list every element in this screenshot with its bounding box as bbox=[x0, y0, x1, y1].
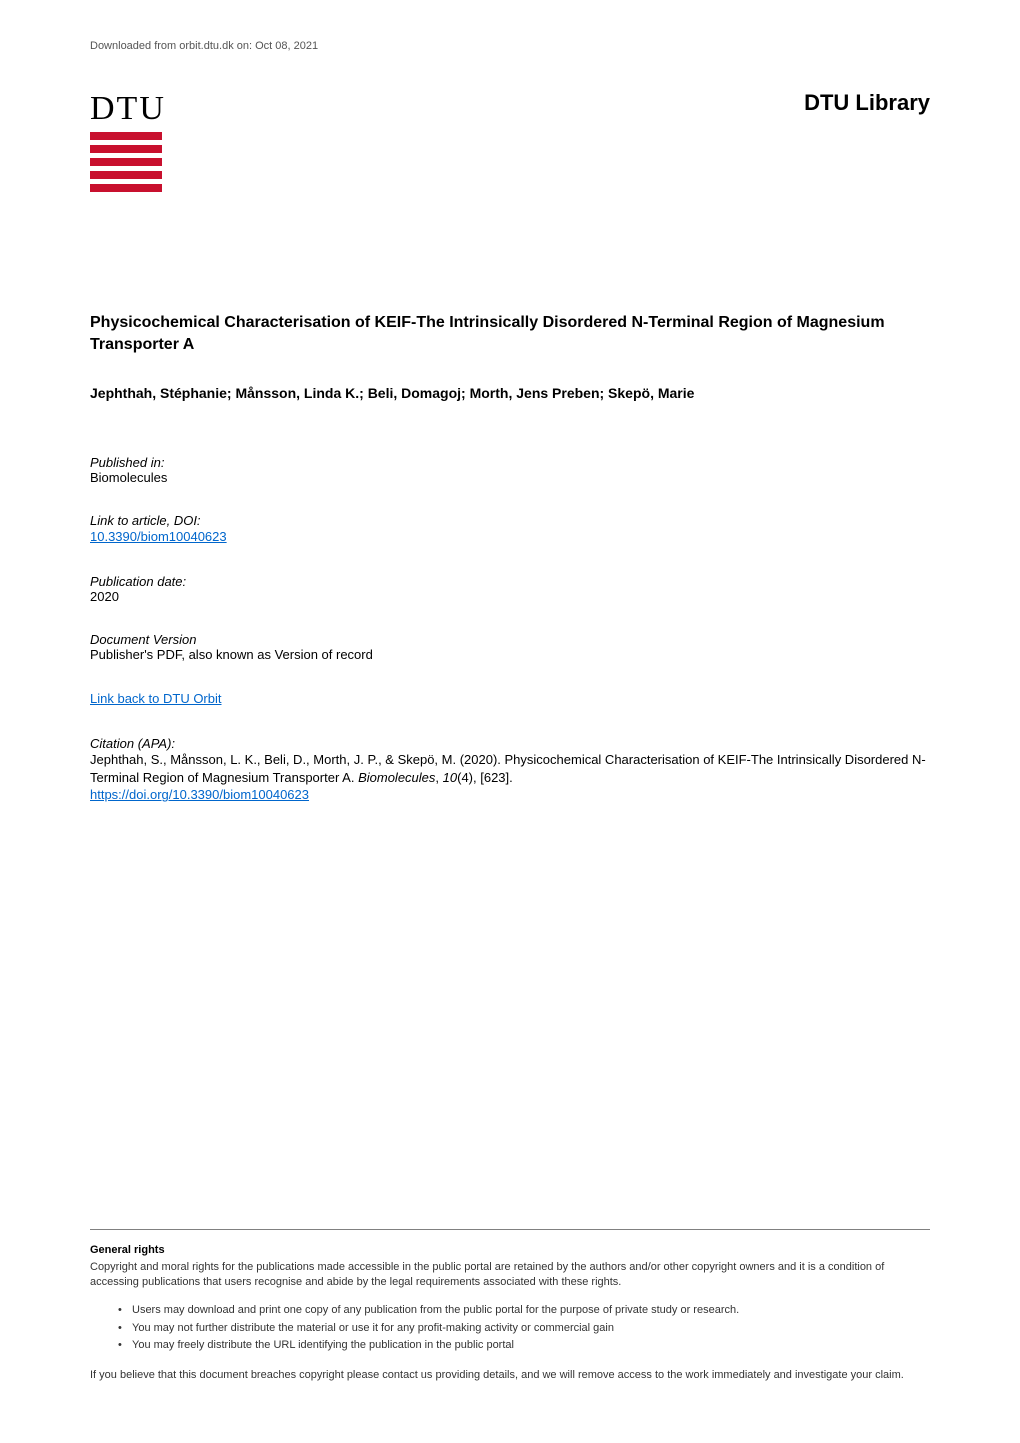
rights-list: Users may download and print one copy of… bbox=[118, 1302, 930, 1353]
dtu-stripes-icon bbox=[90, 132, 180, 192]
citation-volume: 10 bbox=[443, 770, 457, 785]
rights-divider bbox=[90, 1229, 930, 1230]
pubdate-value: 2020 bbox=[90, 589, 930, 604]
docversion-value: Publisher's PDF, also known as Version o… bbox=[90, 647, 930, 662]
citation-block: Citation (APA): Jephthah, S., Månsson, L… bbox=[90, 736, 930, 804]
rights-bullet: You may not further distribute the mater… bbox=[118, 1320, 930, 1337]
citation-journal: Biomolecules bbox=[358, 770, 435, 785]
pubdate-label: Publication date: bbox=[90, 574, 930, 589]
download-line: Downloaded from orbit.dtu.dk on: Oct 08,… bbox=[90, 40, 930, 52]
citation-text: Jephthah, S., Månsson, L. K., Beli, D., … bbox=[90, 751, 930, 804]
doi-link[interactable]: 10.3390/biom10040623 bbox=[90, 529, 227, 544]
docversion-block: Document Version Publisher's PDF, also k… bbox=[90, 632, 930, 662]
citation-url[interactable]: https://doi.org/10.3390/biom10040623 bbox=[90, 787, 309, 802]
rights-bullet: You may freely distribute the URL identi… bbox=[118, 1337, 930, 1354]
published-in-block: Published in: Biomolecules bbox=[90, 455, 930, 485]
rights-footer: If you believe that this document breach… bbox=[90, 1368, 930, 1383]
citation-part2: , bbox=[435, 770, 442, 785]
pubdate-block: Publication date: 2020 bbox=[90, 574, 930, 604]
dtu-library-label: DTU Library bbox=[804, 90, 930, 116]
doi-label: Link to article, DOI: bbox=[90, 513, 930, 528]
orbit-link-block: Link back to DTU Orbit bbox=[90, 690, 930, 708]
published-in-label: Published in: bbox=[90, 455, 930, 470]
page-container: Downloaded from orbit.dtu.dk on: Oct 08,… bbox=[0, 0, 1020, 1443]
paper-title: Physicochemical Characterisation of KEIF… bbox=[90, 312, 930, 355]
rights-bullet: Users may download and print one copy of… bbox=[118, 1302, 930, 1319]
citation-part3: (4), [623]. bbox=[457, 770, 513, 785]
published-in-value: Biomolecules bbox=[90, 470, 930, 485]
dtu-logo-text: DTU bbox=[90, 90, 180, 128]
authors-line: Jephthah, Stéphanie; Månsson, Linda K.; … bbox=[90, 385, 930, 401]
orbit-link[interactable]: Link back to DTU Orbit bbox=[90, 691, 222, 706]
dtu-logo: DTU bbox=[90, 90, 180, 192]
citation-label: Citation (APA): bbox=[90, 736, 930, 751]
rights-body: Copyright and moral rights for the publi… bbox=[90, 1260, 930, 1291]
header-row: DTU DTU Library bbox=[90, 90, 930, 192]
doi-block: Link to article, DOI: 10.3390/biom100406… bbox=[90, 513, 930, 546]
rights-heading: General rights bbox=[90, 1244, 930, 1256]
rights-section: General rights Copyright and moral right… bbox=[90, 1229, 930, 1395]
docversion-label: Document Version bbox=[90, 632, 930, 647]
